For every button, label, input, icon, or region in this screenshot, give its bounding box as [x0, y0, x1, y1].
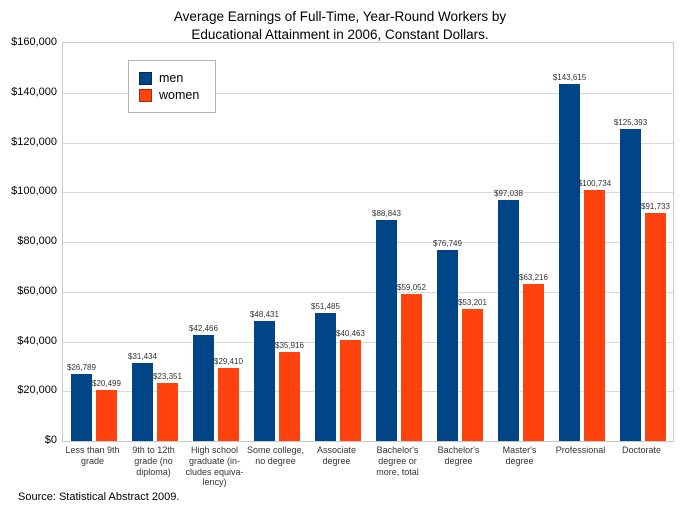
bar-value-label-women-2: $29,410 [214, 357, 243, 366]
bar-value-label-women-7: $63,216 [519, 273, 548, 282]
bar-men-9 [619, 129, 641, 441]
bar-value-label-men-1: $31,434 [128, 352, 157, 361]
bar-women-5 [400, 294, 422, 441]
bar-men-7 [497, 200, 519, 441]
bar-group: $88,843 $59,052 [368, 43, 429, 441]
bar-men-6 [436, 250, 458, 441]
bar-men-2 [192, 335, 214, 441]
bar-value-label-women-1: $23,351 [153, 372, 182, 381]
y-axis-tick-label: $0 [44, 434, 57, 446]
bar-value-label-men-6: $76,749 [433, 239, 462, 248]
bar-men-4 [314, 313, 336, 441]
y-gridline [63, 342, 673, 343]
bar-group: $125,393 $91,733 [612, 43, 673, 441]
bar-value-label-men-9: $125,393 [613, 118, 648, 127]
x-axis-category-label: 9th to 12th grade (no diploma) [132, 445, 175, 477]
y-axis-tick-label: $80,000 [17, 235, 57, 247]
x-axis-category-label: Bachelor's degree or more, total [376, 445, 419, 477]
plot-area: $26,789 $20,499 $31,434 $23,351 $42,466 $29,4… [62, 42, 674, 442]
legend-item-men: men [139, 71, 199, 85]
x-axis-category-label: Doctorate [621, 445, 662, 455]
bar-value-label-men-8: $143,615 [552, 73, 587, 82]
bar-group: $76,749 $53,201 [429, 43, 490, 441]
bar-value-label-men-5: $88,843 [372, 209, 401, 218]
chart-legend: men women [128, 60, 217, 113]
bar-group: $48,431 $35,916 [246, 43, 307, 441]
y-gridline [63, 143, 673, 144]
bar-women-7 [522, 284, 544, 441]
bar-value-label-men-4: $51,485 [311, 302, 340, 311]
bar-group: $42,466 $29,410 [185, 43, 246, 441]
y-gridline [63, 93, 673, 94]
bar-value-label-women-3: $35,916 [275, 341, 304, 350]
bar-men-3 [253, 321, 275, 441]
bar-women-4 [339, 340, 361, 441]
y-gridline [63, 391, 673, 392]
bar-value-label-men-0: $26,789 [67, 363, 96, 372]
bar-women-1 [156, 383, 178, 441]
bar-value-label-women-4: $40,463 [336, 329, 365, 338]
x-axis-category-label: High school graduate (in- cludes equiva-… [185, 445, 244, 488]
bar-men-0 [70, 374, 92, 441]
chart-title: Average Earnings of Full-Time, Year-Roun… [0, 8, 680, 43]
x-axis-category-label: Less than 9th grade [65, 445, 120, 466]
chart-title-line2: Educational Attainment in 2006, Constant… [191, 26, 489, 42]
chart-title-line1: Average Earnings of Full-Time, Year-Roun… [173, 9, 507, 24]
y-gridline [63, 192, 673, 193]
bar-women-9 [644, 213, 666, 441]
y-axis-tick-label: $100,000 [11, 185, 57, 197]
bar-women-2 [217, 368, 239, 441]
bar-value-label-men-7: $97,038 [494, 189, 523, 198]
bar-women-8 [583, 190, 605, 441]
x-axis-category-label: Some college, no degree [246, 445, 305, 466]
bar-men-8 [558, 84, 580, 441]
legend-swatch-women [139, 88, 152, 102]
x-axis-category-label: Bachelor's degree [437, 445, 480, 466]
bar-group: $51,485 $40,463 [307, 43, 368, 441]
bar-women-3 [278, 352, 300, 441]
legend-label-men: men [159, 71, 184, 85]
bar-group: $143,615 $100,734 [551, 43, 612, 441]
x-axis-category-label: Associate degree [316, 445, 357, 466]
y-axis-tick-label: $20,000 [17, 384, 57, 396]
bar-value-label-women-0: $20,499 [92, 379, 121, 388]
source-note: Source: Statistical Abstract 2009. [18, 491, 180, 503]
legend-swatch-men [139, 71, 152, 85]
y-axis-tick-label: $40,000 [17, 335, 57, 347]
bar-group: $97,038 $63,216 [490, 43, 551, 441]
bar-men-1 [131, 363, 153, 441]
bar-group: $26,789 $20,499 [63, 43, 124, 441]
bar-value-label-women-6: $53,201 [458, 298, 487, 307]
legend-label-women: women [159, 88, 200, 102]
bar-women-6 [461, 309, 483, 441]
bar-men-5 [375, 220, 397, 441]
x-axis-category-label: Master's degree [502, 445, 537, 466]
bar-women-0 [95, 390, 117, 441]
x-axis-category-label: Professional [555, 445, 606, 455]
y-axis-tick-label: $60,000 [17, 285, 57, 297]
y-axis-tick-label: $120,000 [11, 136, 57, 148]
y-gridline [63, 242, 673, 243]
bar-group: $31,434 $23,351 [124, 43, 185, 441]
y-gridline [63, 292, 673, 293]
y-axis-tick-label: $160,000 [11, 36, 57, 48]
legend-item-women: women [139, 88, 199, 102]
y-axis-tick-label: $140,000 [11, 86, 57, 98]
bar-value-label-women-5: $59,052 [397, 283, 426, 292]
bar-value-label-women-9: $91,733 [641, 202, 670, 211]
bar-value-label-men-2: $42,466 [189, 324, 218, 333]
bar-value-label-women-8: $100,734 [577, 179, 612, 188]
bar-value-label-men-3: $48,431 [250, 310, 279, 319]
